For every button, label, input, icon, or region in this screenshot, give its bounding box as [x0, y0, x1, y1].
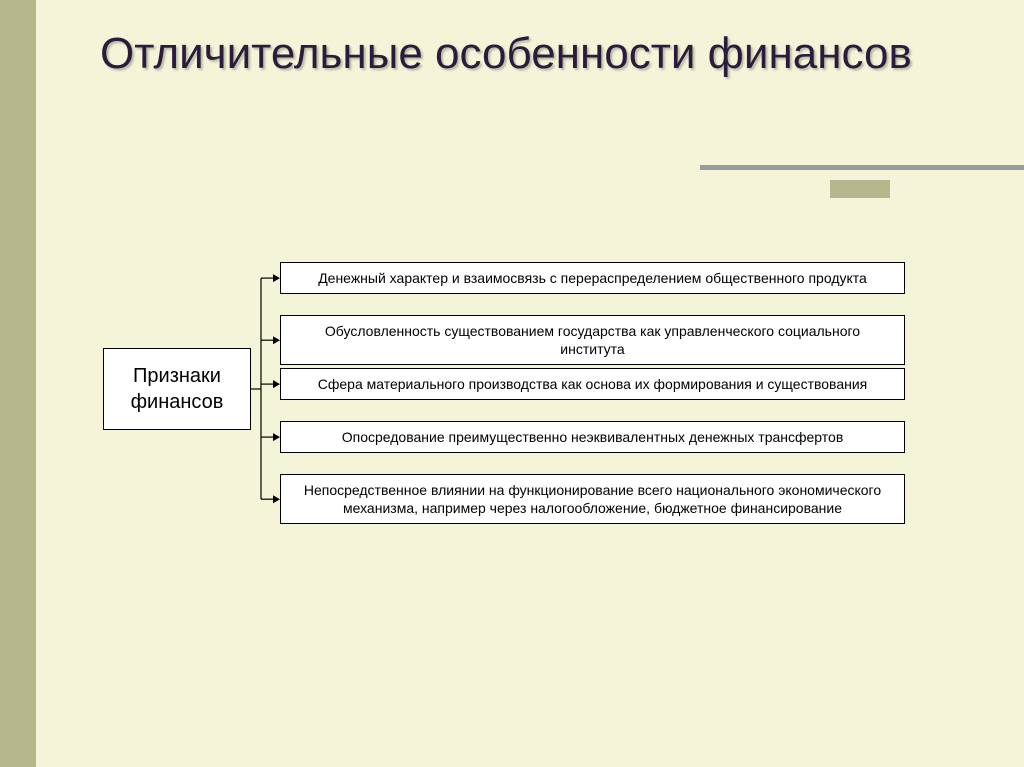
- target-node: Опосредование преимущественно неэквивале…: [280, 421, 905, 453]
- accent-short-block: [830, 180, 890, 198]
- left-accent-band: [0, 0, 36, 767]
- target-label: Денежный характер и взаимосвязь с перера…: [318, 269, 867, 287]
- target-label: Обусловленность существованием государст…: [295, 322, 890, 358]
- slide: Отличительные особенности финансов Призн…: [0, 0, 1024, 767]
- slide-title: Отличительные особенности финансов: [100, 28, 912, 81]
- target-node: Сфера материального производства как осн…: [280, 368, 905, 400]
- source-label: Признаки финансов: [112, 363, 242, 415]
- target-label: Непосредственное влиянии на функциониров…: [295, 481, 890, 517]
- target-label: Опосредование преимущественно неэквивале…: [342, 428, 844, 446]
- target-label: Сфера материального производства как осн…: [318, 375, 868, 393]
- target-node: Денежный характер и взаимосвязь с перера…: [280, 262, 905, 294]
- target-node: Непосредственное влиянии на функциониров…: [280, 474, 905, 524]
- accent-line: [700, 165, 1024, 170]
- source-node: Признаки финансов: [103, 348, 251, 430]
- target-node: Обусловленность существованием государст…: [280, 315, 905, 365]
